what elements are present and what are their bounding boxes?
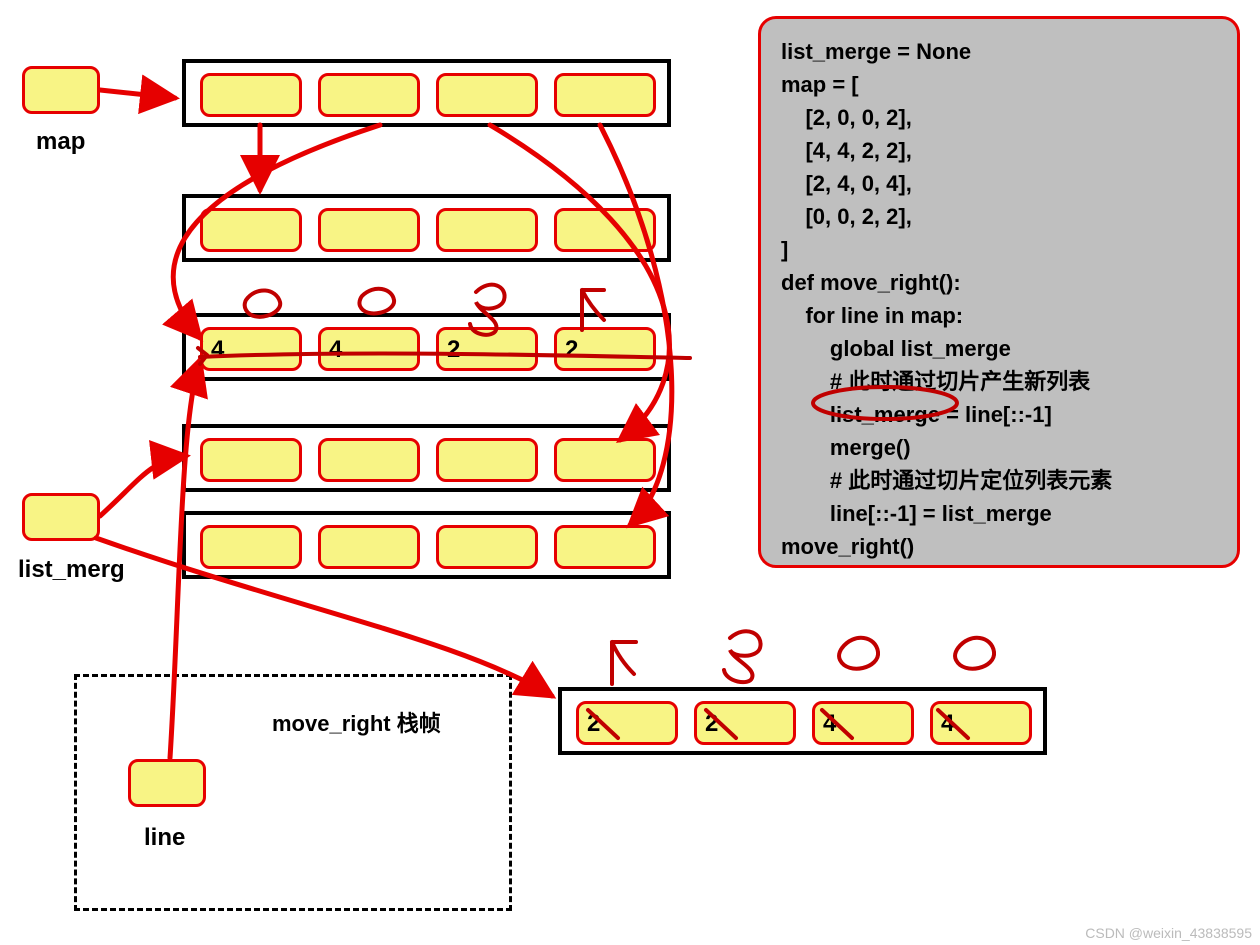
list-merge-label: list_merg: [18, 556, 125, 584]
watermark: CSDN @weixin_43838595: [1085, 925, 1252, 941]
list-cell: [436, 208, 538, 252]
list-cell: 2: [436, 327, 538, 371]
list-cell: 2: [694, 701, 796, 745]
list-cell: [318, 73, 420, 117]
list-cell: [554, 208, 656, 252]
list-cell: [554, 73, 656, 117]
list-cell: [318, 525, 420, 569]
list-cell: [200, 438, 302, 482]
list-cell: [200, 208, 302, 252]
list-cell: 4: [200, 327, 302, 371]
stack-frame-label: move_right 栈帧: [272, 706, 441, 738]
list-cell: [554, 438, 656, 482]
code-panel: list_merge = None map = [ [2, 0, 0, 2], …: [758, 16, 1240, 568]
list-row: [182, 424, 671, 492]
map-label: map: [36, 128, 85, 156]
diagram-stage: { "colors": { "cell_fill": "#f8f485", "c…: [0, 0, 1260, 945]
list-cell: [554, 525, 656, 569]
list-cell: [200, 525, 302, 569]
list-cell: [436, 525, 538, 569]
list-cell: 4: [318, 327, 420, 371]
list-cell: [436, 438, 538, 482]
list-row: [182, 511, 671, 579]
list-row: [182, 194, 671, 262]
list-cell: 2: [554, 327, 656, 371]
list-row: [182, 59, 671, 127]
reversed-line-row: 2244: [558, 687, 1047, 755]
list-cell: [318, 208, 420, 252]
list-cell: 2: [576, 701, 678, 745]
line-var-box: [128, 759, 206, 807]
list-cell: [436, 73, 538, 117]
list-cell: 4: [812, 701, 914, 745]
map-var-box: [22, 66, 100, 114]
line-label: line: [144, 824, 185, 852]
list-cell: 4: [930, 701, 1032, 745]
list-cell: [318, 438, 420, 482]
list-row: 4422: [182, 313, 671, 381]
list-merge-var-box: [22, 493, 100, 541]
list-cell: [200, 73, 302, 117]
